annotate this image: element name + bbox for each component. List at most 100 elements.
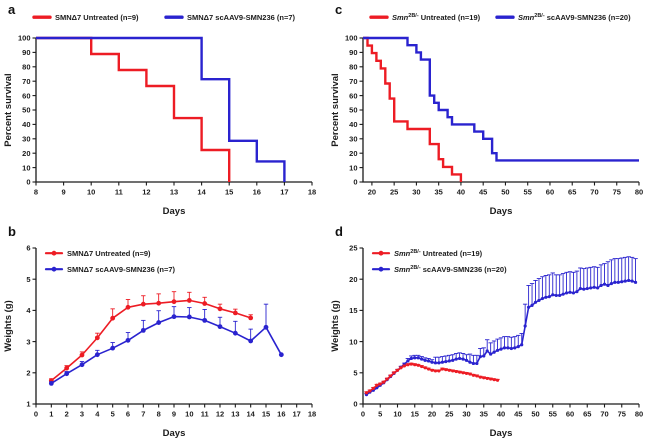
data-point [540, 296, 544, 301]
data-point [468, 360, 472, 364]
data-point [482, 376, 486, 380]
data-point [551, 293, 555, 297]
panel-d-weights-smn2b: d 0 5 10 15 20 25 30 35 40 45 50 55 60 65 70 75 80 0 5 10 15… [327, 222, 655, 444]
data-point [444, 359, 448, 364]
y-tick-label: 6 [26, 244, 30, 253]
y-tick-label: 0 [353, 178, 357, 187]
x-tick-label: 30 [462, 410, 470, 419]
data-point [623, 279, 627, 283]
data-point [630, 279, 634, 283]
data-point [248, 315, 254, 321]
x-tick-label: 8 [157, 410, 161, 419]
data-point [125, 304, 131, 310]
y-tick-label: 20 [349, 149, 357, 158]
data-point [371, 386, 375, 390]
data-point [416, 363, 420, 367]
data-point [585, 286, 589, 291]
x-tick-label: 7 [141, 410, 145, 419]
x-tick-label: 5 [378, 410, 382, 419]
y-tick-label: 0 [26, 178, 30, 187]
data-point [248, 338, 254, 344]
data-point [64, 371, 70, 377]
data-point [433, 369, 438, 373]
data-point [527, 305, 531, 309]
data-point [471, 361, 475, 366]
data-point [392, 371, 396, 375]
panel-letter-b: b [8, 224, 16, 239]
x-tick-label: 15 [262, 410, 270, 419]
data-point [533, 300, 538, 304]
y-tick-label: 5 [353, 369, 357, 378]
data-point [482, 354, 486, 358]
data-point [547, 295, 551, 299]
x-tick-label: 17 [292, 410, 300, 419]
data-point [627, 278, 631, 283]
data-point [592, 285, 596, 289]
data-point [458, 356, 462, 361]
panel-c-survival-smn2b: c 20 25 30 35 40 45 50 55 60 65 70 75 80 0 10 20 30 40 50 6… [327, 0, 655, 222]
data-point [202, 301, 208, 306]
x-tick-label: 20 [368, 188, 376, 197]
data-point [478, 354, 482, 359]
y-tick-label: 70 [349, 77, 357, 86]
x-tick-label: 10 [87, 188, 95, 197]
y-tick-label: 50 [22, 106, 30, 115]
survival-chart-smndelta7: 8 9 10 11 12 13 14 15 16 17 18 0 10 20 30 40 50 60 70 80 90 1… [3, 13, 316, 217]
data-point [426, 367, 431, 371]
x-tick-label: 75 [618, 410, 626, 419]
y-axis-title: Weights (g) [3, 300, 14, 352]
survival-curve [363, 36, 463, 182]
x-tick-label: 80 [635, 188, 643, 197]
data-point [440, 360, 444, 364]
weights-chart-smndelta7: 0 1 2 3 4 5 6 7 8 9 10 11 12 13 14 15 16 17 18123456DaysWe… [3, 244, 316, 439]
data-point [156, 300, 162, 306]
x-tick-label: 13 [170, 188, 178, 197]
legend-key-marker [51, 250, 57, 256]
data-point [464, 371, 469, 376]
x-tick-label: 20 [428, 410, 436, 419]
data-point [461, 357, 465, 361]
data-point [440, 367, 444, 371]
weight-curve [50, 299, 251, 382]
data-point [499, 347, 503, 351]
data-point [125, 337, 131, 343]
x-tick-label: 11 [115, 188, 123, 197]
data-point [509, 346, 513, 351]
data-point [599, 283, 603, 288]
data-point [447, 359, 451, 363]
panel-b-weights-smndelta7: b 0 1 2 3 4 5 6 7 8 9 10 11 12 13 14 15 16 17 18 1 2 3 4 5 6 Days… [0, 222, 327, 444]
data-point [520, 343, 524, 347]
data-point [378, 382, 382, 386]
data-point [385, 377, 389, 381]
legend-label: SMNΔ7 Untreated (n=9) [55, 13, 139, 22]
data-point [433, 361, 438, 365]
data-point [461, 371, 465, 375]
x-tick-label: 5 [111, 410, 115, 419]
x-tick-label: 65 [568, 188, 576, 197]
data-point [606, 283, 610, 288]
data-point [475, 361, 479, 366]
data-point [426, 359, 431, 363]
data-point [596, 286, 600, 290]
y-tick-label: 5 [26, 275, 30, 284]
y-tick-label: 100 [18, 34, 31, 43]
y-tick-label: 20 [349, 275, 357, 284]
data-point [530, 303, 534, 308]
data-point [409, 356, 413, 361]
data-point [437, 369, 441, 373]
y-tick-label: 60 [22, 91, 30, 100]
data-point [416, 356, 420, 360]
x-tick-label: 70 [600, 410, 608, 419]
x-tick-label: 16 [277, 410, 285, 419]
y-tick-label: 80 [349, 63, 357, 72]
y-tick-label: 80 [22, 63, 30, 72]
data-point [430, 368, 434, 372]
x-axis-title: Days [490, 206, 513, 217]
data-point [492, 350, 496, 354]
data-point [94, 335, 100, 341]
data-point [506, 346, 510, 350]
x-axis-title: Days [163, 206, 186, 217]
survival-curve [363, 36, 639, 162]
data-point [620, 280, 624, 284]
data-point [582, 287, 586, 291]
